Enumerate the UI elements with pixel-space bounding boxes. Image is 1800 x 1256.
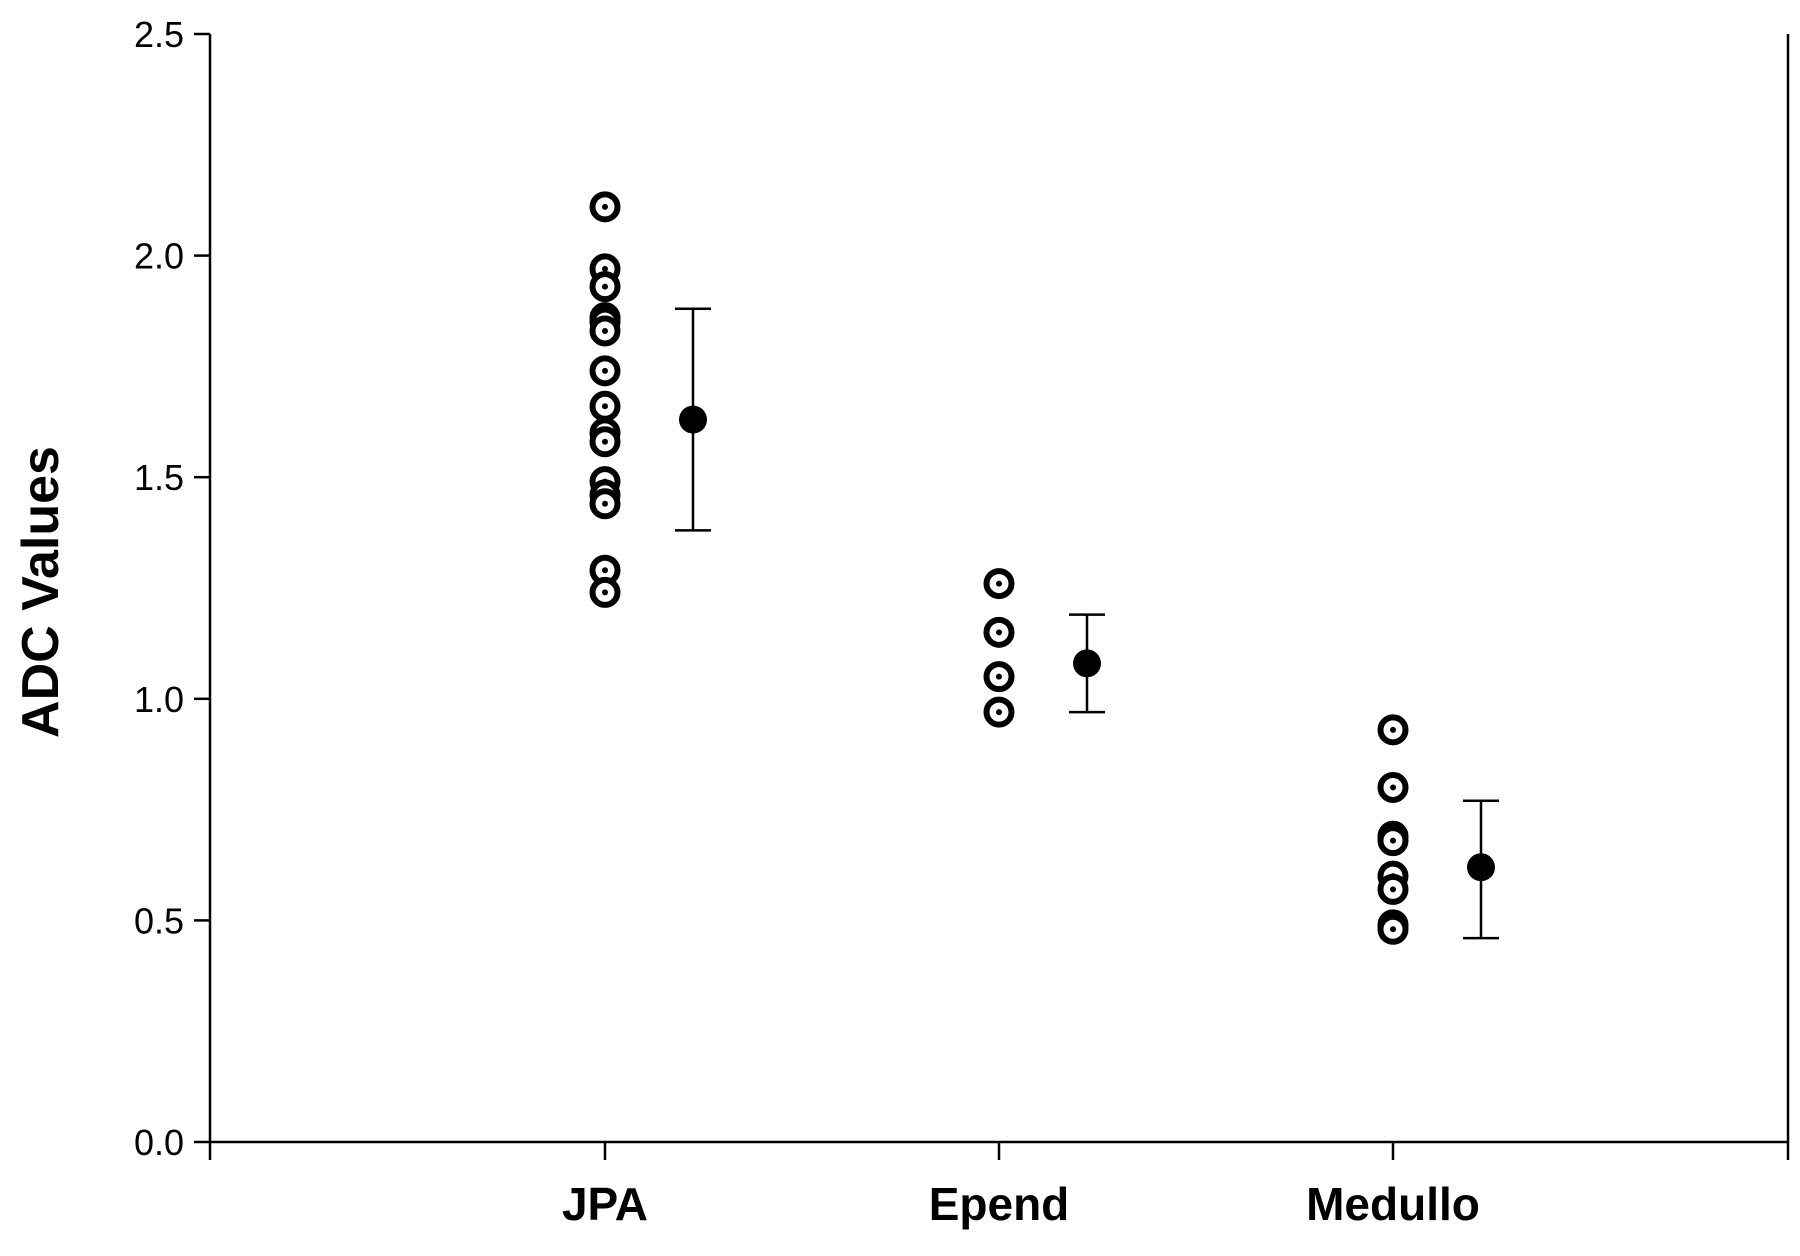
y-tick-label: 2.0 [134, 236, 184, 277]
data-point-center [1390, 726, 1396, 733]
y-axis-title: ADC Values [12, 446, 70, 738]
data-point-center [602, 567, 608, 574]
x-tick-label: JPA [562, 1178, 648, 1230]
x-tick-label: Medullo [1306, 1178, 1480, 1230]
data-point-center [1390, 926, 1396, 933]
data-point-center [1390, 784, 1396, 791]
y-ticks: 0.0 0.5 1.0 1.5 2.0 2.5 [134, 14, 210, 1163]
mean-marker [1467, 853, 1495, 882]
mean-marker [1073, 649, 1101, 678]
data-point-center [1390, 886, 1396, 893]
data-point-center [602, 500, 608, 507]
data-point-center [602, 589, 608, 596]
data-point-center [602, 403, 608, 410]
data-points [589, 191, 1409, 945]
data-point-center [602, 203, 608, 210]
y-tick-label: 1.5 [134, 457, 184, 498]
data-point-center [602, 283, 608, 290]
data-point-center [602, 367, 608, 374]
data-point-center [602, 327, 608, 334]
data-point-center [602, 265, 608, 272]
y-tick-label: 1.0 [134, 679, 184, 720]
data-point-center [1390, 837, 1396, 844]
x-categories: JPA Epend Medullo [562, 1142, 1480, 1230]
y-tick-label: 2.5 [134, 14, 184, 55]
x-tick-label: Epend [929, 1178, 1070, 1230]
data-point-center [996, 673, 1002, 680]
y-tick-label: 0.0 [134, 1122, 184, 1163]
summary-markers [675, 307, 1499, 940]
data-point-center [996, 580, 1002, 587]
mean-marker [679, 405, 707, 434]
y-tick-label: 0.5 [134, 900, 184, 941]
data-point-center [602, 438, 608, 445]
data-point-center [996, 629, 1002, 636]
data-point-center [996, 709, 1002, 716]
